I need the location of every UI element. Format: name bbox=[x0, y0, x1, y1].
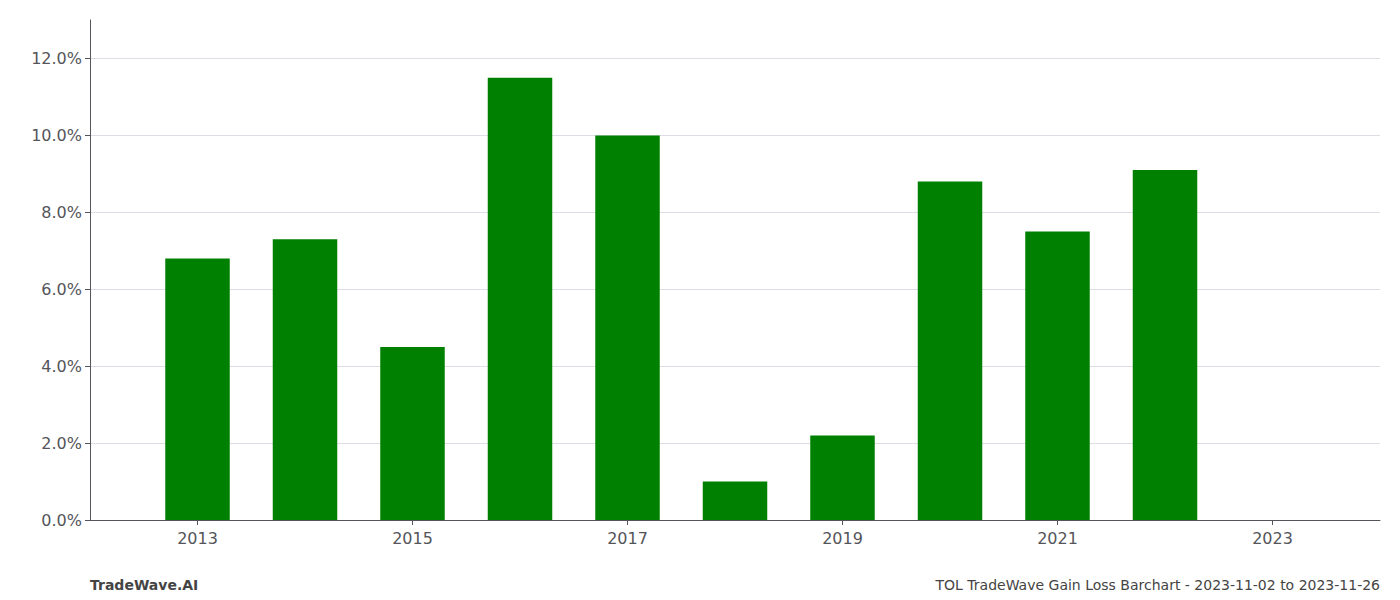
svg-text:2019: 2019 bbox=[822, 529, 863, 548]
svg-text:12.0%: 12.0% bbox=[31, 49, 82, 68]
svg-text:6.0%: 6.0% bbox=[41, 280, 82, 299]
svg-text:TradeWave.AI: TradeWave.AI bbox=[90, 577, 198, 593]
svg-text:0.0%: 0.0% bbox=[41, 511, 82, 530]
svg-text:2013: 2013 bbox=[177, 529, 218, 548]
svg-text:4.0%: 4.0% bbox=[41, 357, 82, 376]
svg-text:2023: 2023 bbox=[1252, 529, 1293, 548]
svg-text:2015: 2015 bbox=[392, 529, 433, 548]
svg-text:8.0%: 8.0% bbox=[41, 203, 82, 222]
svg-text:10.0%: 10.0% bbox=[31, 126, 82, 145]
svg-text:TOL TradeWave Gain Loss Barcha: TOL TradeWave Gain Loss Barchart - 2023-… bbox=[935, 577, 1381, 593]
svg-text:2.0%: 2.0% bbox=[41, 434, 82, 453]
svg-text:2017: 2017 bbox=[607, 529, 648, 548]
svg-text:2021: 2021 bbox=[1037, 529, 1078, 548]
